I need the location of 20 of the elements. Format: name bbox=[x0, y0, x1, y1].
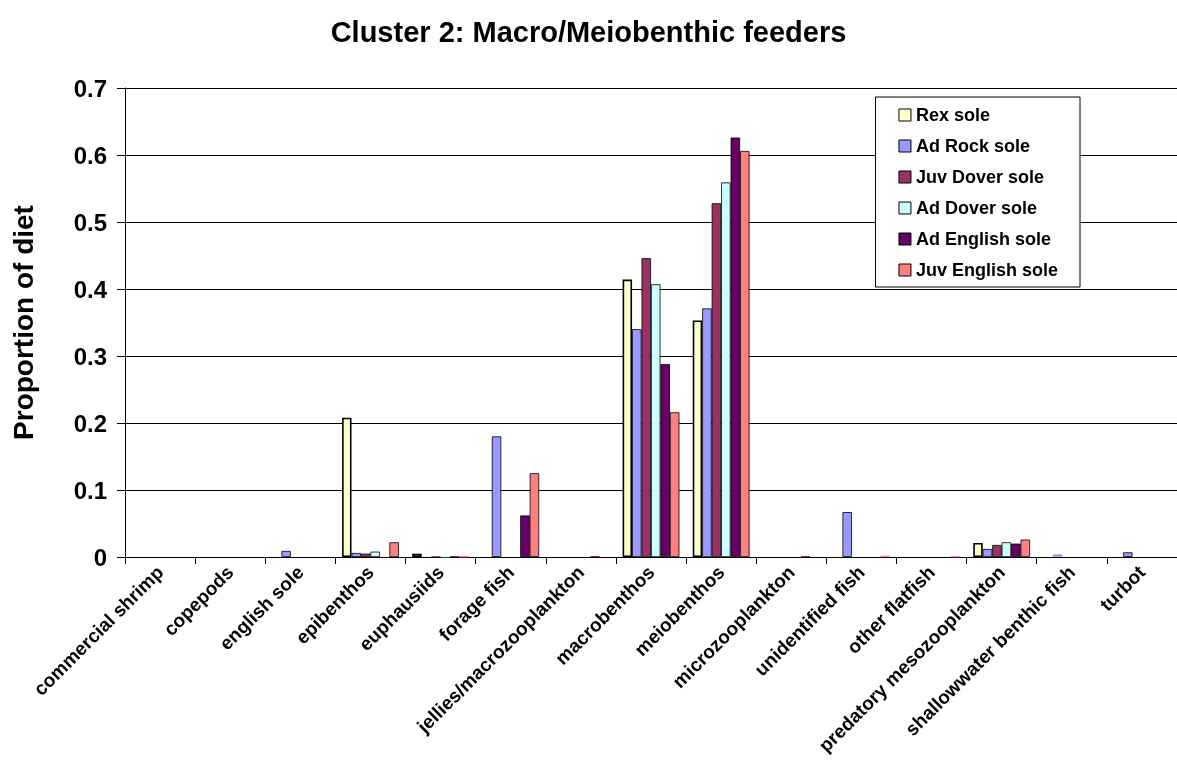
y-tick-label: 0.3 bbox=[73, 342, 107, 370]
legend-label: Ad English sole bbox=[915, 229, 1051, 249]
bar bbox=[281, 550, 291, 557]
bar bbox=[389, 542, 399, 557]
y-tick-label: 0.1 bbox=[73, 476, 107, 504]
bar bbox=[1123, 552, 1133, 557]
y-tick-label: 0.7 bbox=[73, 74, 107, 102]
legend-label: Ad Dover sole bbox=[915, 198, 1038, 218]
legend-label: Rex sole bbox=[915, 105, 991, 125]
y-tick-label: 0.4 bbox=[73, 275, 108, 303]
bar bbox=[842, 512, 852, 557]
legend-label: Ad Rock sole bbox=[915, 136, 1030, 156]
chart-title: Cluster 2: Macro/Meiobenthic feeders bbox=[330, 15, 847, 48]
legend-label: Juv Dover sole bbox=[915, 167, 1045, 187]
y-tick-label: 0.5 bbox=[73, 208, 107, 236]
legend-label: Juv English sole bbox=[915, 260, 1059, 280]
y-tick-label: 0.6 bbox=[73, 141, 107, 169]
y-tick-label: 0 bbox=[93, 543, 107, 571]
y-tick-label: 0.2 bbox=[73, 409, 107, 437]
y-axis-title: Proportion of diet bbox=[7, 205, 39, 440]
